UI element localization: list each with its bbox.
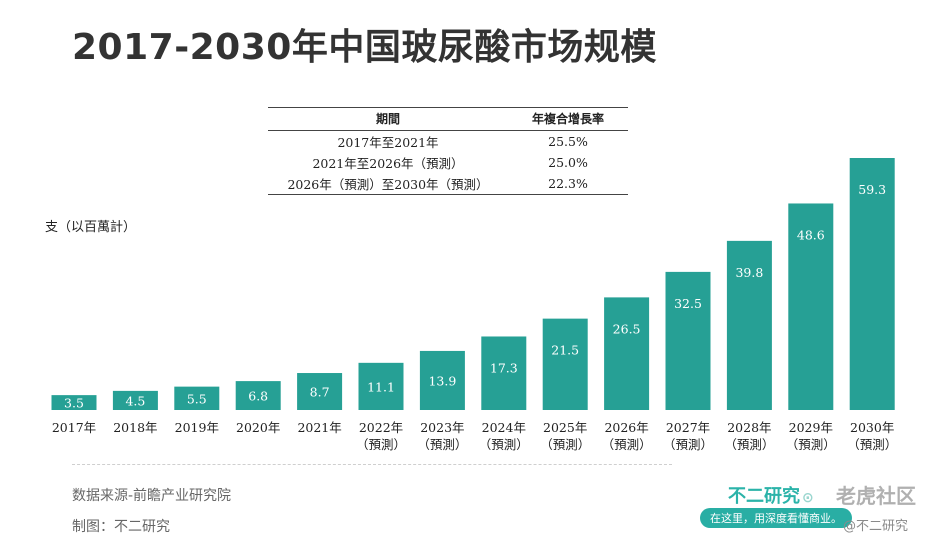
x-tick-label: 2021年 xyxy=(297,420,341,435)
brand-logo: 不二研究 ⊙ xyxy=(728,482,814,508)
cagr-period: 2021年至2026年（預測） xyxy=(312,156,464,171)
x-tick-label: 2022年 xyxy=(359,420,403,435)
brand-mark-icon: ⊙ xyxy=(802,490,814,506)
x-tick-label: 2023年 xyxy=(420,420,464,435)
bar-value-label: 11.1 xyxy=(367,379,395,394)
cagr-header-row: 期間 年複合增長率 xyxy=(268,107,628,131)
cagr-header-period: 期間 xyxy=(375,112,400,126)
brand-name: 不二研究 xyxy=(728,486,800,507)
cagr-table: 期間 年複合增長率 2017年至2021年 25.5% 2021年至2026年（… xyxy=(268,107,628,195)
x-tick-label: 2024年 xyxy=(482,420,526,435)
x-tick-note: （預測） xyxy=(479,437,529,452)
x-tick-label: 2028年 xyxy=(727,420,771,435)
community-watermark: 老虎社区 xyxy=(836,484,916,508)
cagr-row: 2017年至2021年 25.5% xyxy=(268,131,628,153)
x-tick-label: 2017年 xyxy=(52,420,96,435)
x-tick-note: （預測） xyxy=(356,437,406,452)
bar-value-label: 26.5 xyxy=(613,321,641,336)
x-tick-label: 2020年 xyxy=(236,420,280,435)
cagr-row: 2026年（預測）至2030年（預測） 22.3% xyxy=(268,173,628,195)
x-tick-label: 2018年 xyxy=(113,420,157,435)
data-source: 数据来源-前瞻产业研究院 xyxy=(72,488,232,504)
x-tick-note: （預測） xyxy=(847,437,897,452)
chart-title: 2017-2030年中国玻尿酸市场规模 xyxy=(72,27,657,68)
cagr-row: 2021年至2026年（預測） 25.0% xyxy=(268,152,628,173)
bar-2025年 xyxy=(542,318,588,410)
bar-2023年 xyxy=(419,350,465,410)
x-tick-note: （預測） xyxy=(602,437,652,452)
bar-2020年 xyxy=(235,381,281,410)
bar-2022年 xyxy=(358,362,404,410)
x-tick-label: 2026年 xyxy=(604,420,648,435)
footer-divider xyxy=(72,464,672,465)
y-axis-unit-label: 支（以百萬計） xyxy=(45,220,137,235)
cagr-period: 2017年至2021年 xyxy=(337,135,439,150)
cagr-header-rate: 年複合增長率 xyxy=(531,112,604,126)
x-tick-note: （預測） xyxy=(540,437,590,452)
bar-value-label: 13.9 xyxy=(428,373,456,388)
cagr-rate: 25.5% xyxy=(548,134,588,149)
cagr-rate: 25.0% xyxy=(548,155,588,170)
bar-2026年 xyxy=(604,297,650,410)
x-tick-label: 2019年 xyxy=(175,420,219,435)
x-tick-label: 2027年 xyxy=(666,420,710,435)
author-credit: @不二研究 xyxy=(843,519,909,534)
bar-value-label: 32.5 xyxy=(674,296,702,311)
bar-2018年 xyxy=(112,390,158,410)
x-tick-label: 2029年 xyxy=(789,420,833,435)
bar-2029年 xyxy=(788,203,834,410)
bar-2017年 xyxy=(51,395,97,410)
bar-2028年 xyxy=(726,240,772,410)
bar-value-label: 39.8 xyxy=(735,265,763,280)
bar-value-label: 21.5 xyxy=(551,343,579,358)
bar-value-label: 48.6 xyxy=(797,227,825,242)
brand-slogan: 在这里，用深度看懂商业。 xyxy=(700,508,852,528)
bar-value-label: 3.5 xyxy=(64,396,84,411)
cagr-rate: 22.3% xyxy=(548,176,588,191)
bar-2024年 xyxy=(481,336,527,410)
cagr-period: 2026年（預測）至2030年（預測） xyxy=(287,177,489,192)
bar-value-label: 6.8 xyxy=(248,389,268,404)
bar-value-label: 4.5 xyxy=(125,393,145,408)
bar-2030年 xyxy=(849,158,895,410)
bar-value-label: 5.5 xyxy=(187,391,207,406)
bar-value-label: 8.7 xyxy=(310,385,330,400)
x-tick-note: （預測） xyxy=(786,437,836,452)
x-tick-note: （預測） xyxy=(663,437,713,452)
bar-2019年 xyxy=(174,386,220,410)
x-tick-note: （預測） xyxy=(724,437,774,452)
x-tick-label: 2025年 xyxy=(543,420,587,435)
bar-2027年 xyxy=(665,271,711,410)
bar-chart: 3.5 2017年 4.5 2018年 5.5 2019年 6.8 2020年 8.7 2021年… xyxy=(51,158,897,452)
x-tick-note: （預測） xyxy=(417,437,467,452)
bar-value-label: 59.3 xyxy=(858,182,886,197)
bar-2021年 xyxy=(297,373,343,410)
bar-value-label: 17.3 xyxy=(490,360,518,375)
x-tick-label: 2030年 xyxy=(850,420,894,435)
chart-maker: 制图：不二研究 xyxy=(72,519,170,535)
